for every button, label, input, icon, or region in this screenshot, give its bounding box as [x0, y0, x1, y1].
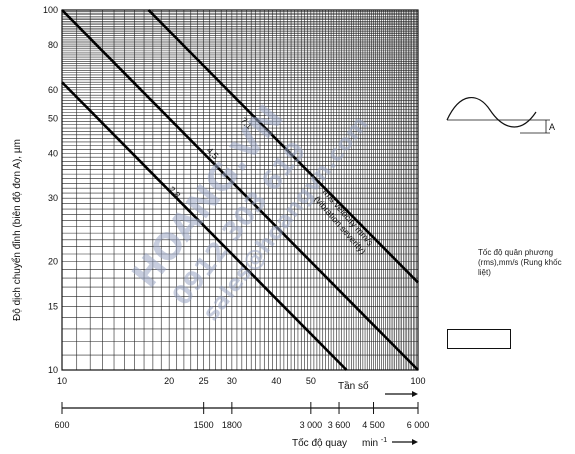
x2-axis-title-text: Tốc độ quay: [292, 437, 347, 449]
x-tick-label: 30: [227, 376, 237, 386]
x2-axis-arrowhead: [412, 439, 418, 445]
y-tick-label: 30: [48, 193, 58, 203]
tick-labels: 10 15 20 30 40 50 60 80 100 10 20 25 30 40 50 100: [43, 5, 426, 386]
x2-tick-label: 1500: [194, 420, 214, 430]
y-tick-label: 40: [48, 148, 58, 158]
x2-axis-title: Tốc độ quay min -1: [292, 437, 418, 449]
x-tick-label: 20: [164, 376, 174, 386]
y-axis-title: Độ dịch chuyển đỉnh (biên độ đơn A), µm: [11, 139, 23, 321]
x2-axis: 600 1500 1800 3 000 3 600 4 500 6 000: [54, 402, 429, 430]
x-tick-label: 10: [57, 376, 67, 386]
y-tick-label: 20: [48, 257, 58, 267]
y-tick-label: 15: [48, 302, 58, 312]
amplitude-symbol: A: [549, 122, 555, 132]
x-axis-arrowhead: [412, 391, 418, 397]
y-tick-label: 50: [48, 113, 58, 123]
series-line-2: [147, 9, 419, 284]
x2-tick-label: 1800: [222, 420, 242, 430]
x2-tick-label: 3 000: [300, 420, 323, 430]
series-line-1: [61, 9, 419, 371]
x-tick-label: 50: [306, 376, 316, 386]
y-tick-label: 80: [48, 40, 58, 50]
sine-wave: [446, 96, 537, 128]
series-lines: 7,14,52,8: [61, 9, 419, 371]
series-line-3: [61, 81, 348, 371]
legend-swatch: [447, 329, 511, 349]
y-tick-label: 10: [48, 365, 58, 375]
legend-title: Tốc độ quân phương (rms),mm/s (Rung khốc…: [478, 248, 562, 277]
x2-tick-label: 3 600: [328, 420, 351, 430]
x-tick-label: 100: [410, 376, 425, 386]
x-tick-label: 25: [199, 376, 209, 386]
x-tick-label: 40: [271, 376, 281, 386]
x2-axis-unit-text: min: [362, 438, 378, 449]
x-axis-title: Tần số: [338, 380, 418, 397]
plot-frame: [61, 9, 419, 371]
y-tick-label: 60: [48, 85, 58, 95]
x2-tick-label: 6 000: [407, 420, 430, 430]
y-tick-label: 100: [43, 5, 58, 15]
grid: [61, 9, 419, 371]
x2-tick-label: 600: [54, 420, 69, 430]
x2-axis-unit-exp: -1: [381, 437, 387, 444]
x2-axis-unit: min -1: [362, 437, 387, 449]
x-axis-title-text: Tần số: [338, 380, 369, 392]
x2-tick-label: 4 500: [362, 420, 385, 430]
amplitude-diagram: A: [446, 96, 555, 134]
